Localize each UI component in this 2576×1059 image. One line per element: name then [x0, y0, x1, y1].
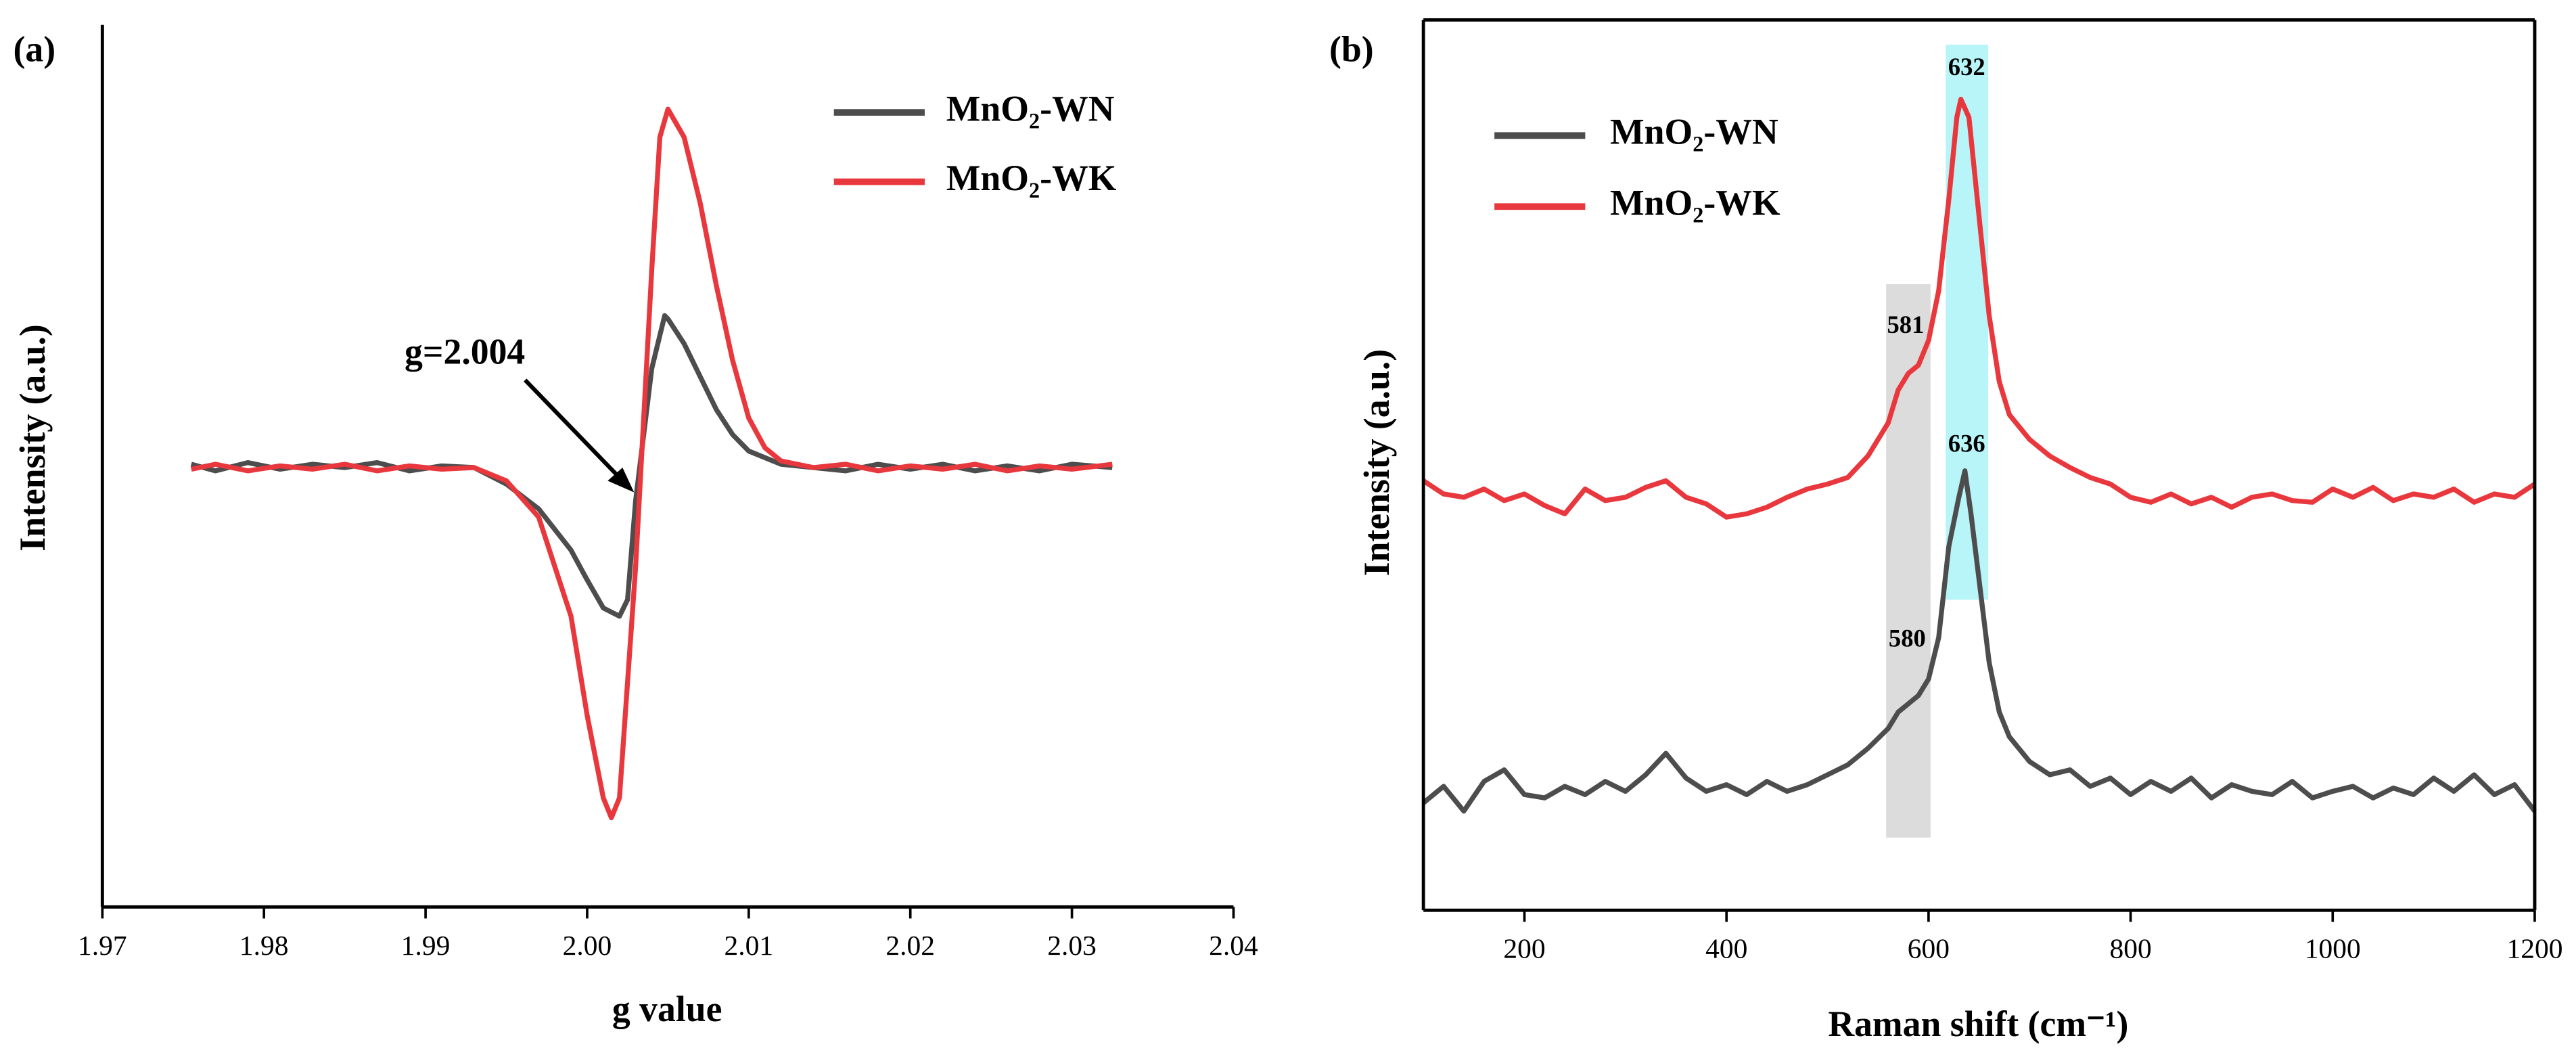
highlight-band	[1946, 45, 1989, 600]
annotation: g=2.004	[405, 331, 525, 371]
x-axis-label: Raman shift (cm⁻¹)	[1828, 1004, 2128, 1044]
series-line	[190, 106, 1113, 821]
x-tick-label: 1200	[2506, 933, 2562, 964]
series-line	[190, 313, 1113, 619]
peak-label: 636	[1948, 430, 1985, 457]
y-axis-label: Intensity (a.u.)	[1356, 349, 1397, 577]
y-axis-label: Intensity (a.u.)	[12, 324, 53, 551]
x-tick-label: 600	[1908, 933, 1950, 964]
x-tick-label: 200	[1503, 933, 1545, 964]
x-tick-label: 2.03	[1047, 930, 1097, 961]
legend-label: MnO₂-WK	[946, 158, 1117, 198]
panel-label: (b)	[1329, 29, 1374, 70]
x-tick-label: 2.01	[724, 930, 774, 961]
peak-label: 580	[1889, 625, 1926, 652]
annotation-arrow	[524, 378, 626, 485]
series-line	[1422, 96, 2536, 520]
x-tick-label: 1.99	[401, 930, 451, 961]
x-tick-label: 1.97	[78, 930, 127, 961]
x-tick-label: 2.02	[886, 930, 935, 961]
panel-label: (a)	[14, 29, 56, 70]
legend-label: MnO₂-WN	[1610, 112, 1778, 152]
x-tick-label: 1.98	[239, 930, 289, 961]
peak-label: 581	[1887, 311, 1924, 338]
series-line	[1421, 468, 2537, 814]
x-tick-label: 2.00	[563, 930, 612, 961]
x-tick-label: 2.04	[1209, 930, 1258, 961]
x-axis-label: g value	[612, 989, 722, 1029]
highlight-band	[1886, 284, 1931, 838]
x-tick-label: 800	[2109, 933, 2151, 964]
x-tick-label: 400	[1705, 933, 1747, 964]
x-tick-label: 1000	[2305, 933, 2361, 964]
legend-label: MnO₂-WK	[1610, 183, 1780, 223]
arrow-head	[607, 467, 635, 493]
peak-label: 632	[1948, 53, 1985, 81]
legend-label: MnO₂-WN	[946, 88, 1115, 129]
